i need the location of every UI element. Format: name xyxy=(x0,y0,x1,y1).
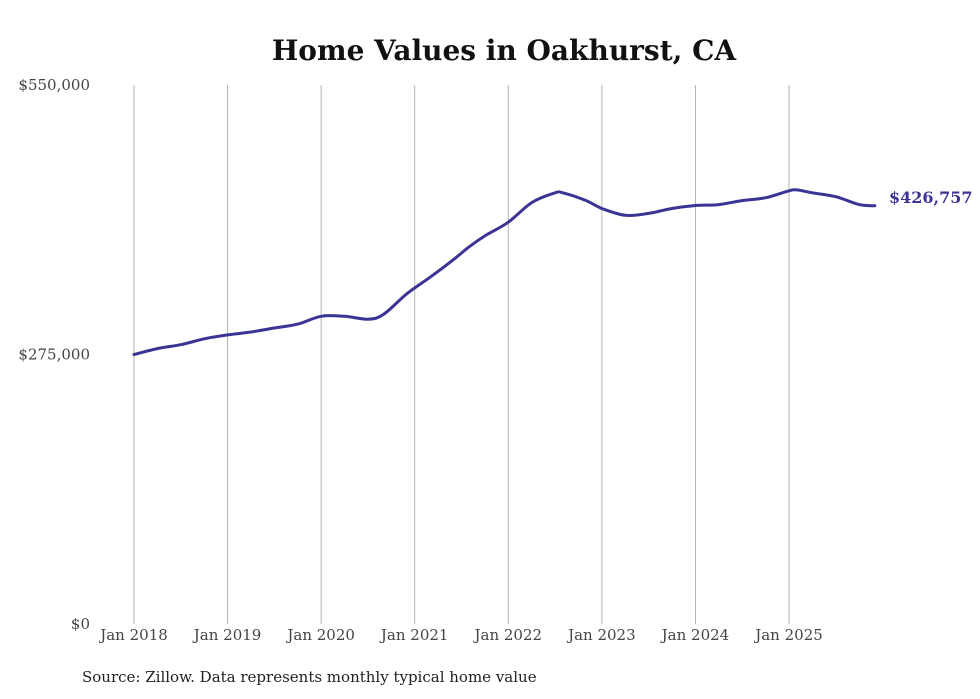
x-tick-label: Jan 2019 xyxy=(192,626,262,644)
series-line-0 xyxy=(132,188,877,356)
y-tick-label: $550,000 xyxy=(18,76,90,94)
x-axis: Jan 2018 Jan 2019 Jan 2020 Jan 2021 Jan 2022… xyxy=(98,626,823,644)
y-axis: $0 $275,000 $550,000 xyxy=(18,76,90,633)
x-tick-label: Jan 2022 xyxy=(473,626,543,644)
x-tick-label: Jan 2021 xyxy=(379,626,449,644)
x-tick-label: Jan 2018 xyxy=(98,626,168,644)
end-value-label: $426,757 xyxy=(889,188,973,207)
x-tick-label: Jan 2023 xyxy=(566,626,636,644)
gridlines xyxy=(133,85,790,624)
x-tick-label: Jan 2024 xyxy=(660,626,730,644)
y-tick-label: $0 xyxy=(71,615,90,633)
x-tick-label: Jan 2025 xyxy=(753,626,823,644)
series-group xyxy=(132,188,877,356)
y-tick-label: $275,000 xyxy=(18,346,90,364)
source-note: Source: Zillow. Data represents monthly … xyxy=(82,668,537,686)
x-tick-label: Jan 2020 xyxy=(285,626,355,644)
chart-title: Home Values in Oakhurst, CA xyxy=(272,34,738,67)
